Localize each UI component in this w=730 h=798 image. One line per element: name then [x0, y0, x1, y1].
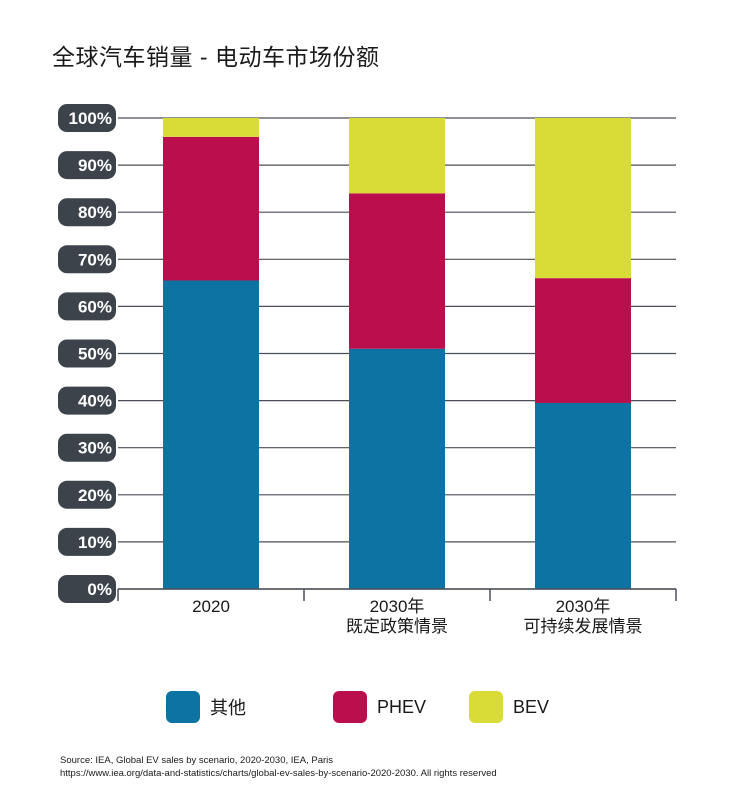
legend-swatch-other: [166, 691, 200, 723]
y-tick-badge: [58, 151, 116, 180]
legend-label-bev: BEV: [513, 696, 550, 717]
y-tick-label: 10%: [78, 533, 112, 552]
stacked-bar-chart: 0% 10% 20% 30% 40% 50% 60% 70% 80% 90% 100% 2020 20…: [58, 104, 677, 636]
bar-segment-bev: [535, 118, 631, 279]
y-tick-badge: [58, 292, 116, 321]
bar-segment-phev: [349, 193, 445, 349]
source-note: Source: IEA, Global EV sales by scenario…: [60, 754, 497, 780]
source-line-1: Source: IEA, Global EV sales by scenario…: [60, 755, 334, 766]
x-category-label: 2030年: [370, 597, 425, 616]
x-category-label: 2020: [192, 597, 230, 616]
legend: 其他 PHEV BEV: [0, 691, 730, 725]
legend-label-other: 其他: [210, 698, 246, 718]
y-tick-label: 80%: [78, 203, 112, 222]
legend-swatch-phev: [333, 691, 367, 723]
y-tick-badge: [58, 480, 116, 509]
bar-segment-other: [535, 402, 631, 589]
y-tick-label: 0%: [87, 580, 112, 599]
y-tick-badge: [58, 386, 116, 415]
y-axis-ticks: 0% 10% 20% 30% 40% 50% 60% 70% 80% 90% 100%: [58, 104, 116, 603]
legend-item-other: 其他: [166, 691, 246, 723]
legend-label-phev: PHEV: [377, 696, 427, 717]
legend-swatch-bev: [469, 691, 503, 723]
legend-item-bev: BEV: [469, 691, 549, 723]
y-tick-label: 90%: [78, 156, 112, 175]
y-tick-label: 100%: [69, 109, 112, 128]
legend-item-phev: PHEV: [333, 691, 426, 723]
y-tick-badge: [58, 575, 116, 603]
chart-title: 全球汽车销量 - 电动车市场份额: [52, 44, 380, 70]
y-tick-label: 20%: [78, 486, 112, 505]
bar-segment-bev: [349, 118, 445, 194]
y-tick-badge: [58, 198, 116, 227]
y-tick-badge: [58, 104, 116, 132]
source-line-2: https://www.iea.org/data-and-statistics/…: [60, 768, 497, 779]
bars: [163, 118, 631, 589]
bar-segment-bev: [163, 118, 259, 137]
y-tick-label: 30%: [78, 439, 112, 458]
x-category-label: 可持续发展情景: [524, 617, 643, 636]
bar-segment-other: [349, 348, 445, 589]
y-tick-label: 40%: [78, 392, 112, 411]
y-tick-label: 60%: [78, 297, 112, 316]
y-tick-badge: [58, 433, 116, 462]
y-tick-badge: [58, 245, 116, 274]
x-category-label: 2030年: [556, 597, 611, 616]
bar-segment-phev: [163, 136, 259, 281]
y-tick-badge: [58, 339, 116, 368]
y-tick-label: 50%: [78, 345, 112, 364]
x-category-label: 既定政策情景: [346, 617, 448, 636]
y-tick-label: 70%: [78, 250, 112, 269]
y-tick-badge: [58, 527, 116, 556]
bar-segment-other: [163, 280, 259, 589]
bar-segment-phev: [535, 278, 631, 403]
